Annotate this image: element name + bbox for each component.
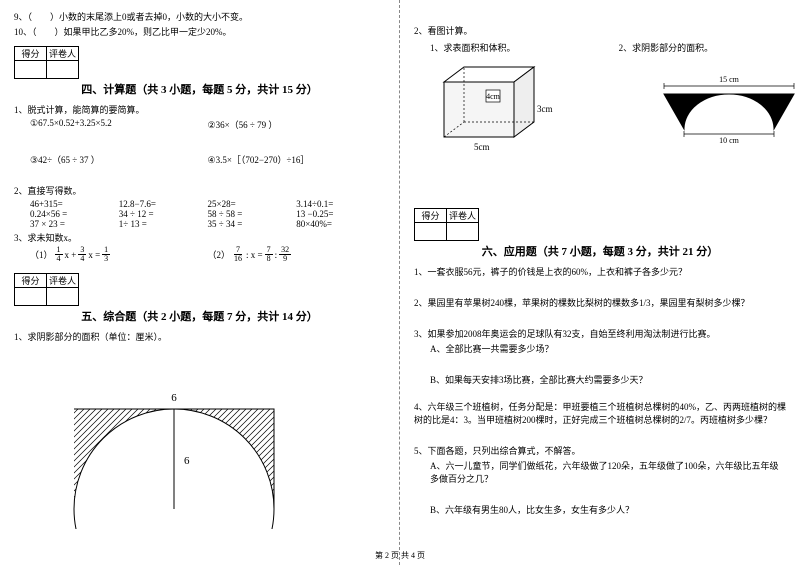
- score-hdr-2: 评卷人: [47, 274, 79, 288]
- grid-cell: 25×28=: [208, 199, 297, 209]
- q10: 10、（ ）如果甲比乙多20%，则乙比甲一定少20%。: [14, 25, 385, 38]
- s4-q1-c: ③42÷（65 ÷ 37 ）: [30, 153, 208, 166]
- fig-top-label: 6: [171, 392, 177, 404]
- figure-shaded: 6 6: [54, 349, 385, 529]
- r-q2: 2、看图计算。: [414, 24, 786, 37]
- right-column: 2、看图计算。 1、求表面积和体积。 4cm 5cm 3cm: [400, 0, 800, 565]
- r-q2b: 2、求阴影部分的面积。: [619, 41, 786, 54]
- q9: 9、（ ）小数的末尾添上0或者去掉0，小数的大小不变。: [14, 10, 385, 23]
- score-hdr-2: 评卷人: [447, 209, 479, 223]
- section-4-title: 四、计算题（共 3 小题，每题 5 分，共计 15 分）: [14, 81, 385, 97]
- section-5-title: 五、综合题（共 2 小题，每题 7 分，共计 14 分）: [14, 308, 385, 324]
- score-hdr-1: 得分: [15, 274, 47, 288]
- grid-cell: 80×40%=: [296, 219, 385, 229]
- arch-w: 15 cm: [719, 75, 740, 84]
- page-footer: 第 2 页 共 4 页: [0, 550, 800, 561]
- eq1-pre: （1）: [30, 248, 53, 261]
- s4-q1-b: ②36×（56 ÷ 79 ）: [208, 118, 386, 131]
- grid-cell: 58 ÷ 58 =: [208, 209, 297, 219]
- s6-q5b: B、六年级有男生80人，比女生多，女生有多少人？: [414, 503, 786, 516]
- s5-q1: 1、求阴影部分的面积（单位：厘米）。: [14, 330, 385, 343]
- r-q2a: 1、求表面积和体积。: [414, 41, 619, 54]
- s6-q3: 3、如果参加2008年奥运会的足球队有32支，自始至终利用淘汰制进行比赛。: [414, 327, 786, 340]
- calc-grid: 46+315=12.8−7.6=25×28=3.14÷0.1= 0.24×56 …: [14, 199, 385, 229]
- grid-cell: 0.24×56 =: [30, 209, 119, 219]
- grid-cell: 3.14÷0.1=: [296, 199, 385, 209]
- fig-right-label: 6: [184, 455, 190, 467]
- eq2: （2） 716 : x = 78 : 329: [208, 246, 386, 263]
- grid-cell: 34 ÷ 12 =: [119, 209, 208, 219]
- grid-cell: 1÷ 13 =: [119, 219, 208, 229]
- eq2-pre: （2）: [208, 248, 231, 261]
- arch-d: 10 cm: [719, 136, 740, 144]
- arch-figure: 15 cm 10 cm: [659, 74, 800, 144]
- score-hdr-1: 得分: [15, 47, 47, 61]
- score-hdr-2: 评卷人: [47, 47, 79, 61]
- score-box-4: 得分评卷人: [14, 46, 385, 79]
- s6-q3a: A、全部比赛一共需要多少场？: [414, 342, 786, 355]
- cuboid-h: 3cm: [537, 104, 553, 114]
- s6-q3b: B、如果每天安排3场比赛，全部比赛大约需要多少天？: [414, 373, 786, 386]
- s4-q2: 2、直接写得数。: [14, 184, 385, 197]
- grid-cell: 13 −0.25=: [296, 209, 385, 219]
- score-box-5: 得分评卷人: [14, 273, 385, 306]
- score-hdr-1: 得分: [415, 209, 447, 223]
- grid-cell: 12.8−7.6=: [119, 199, 208, 209]
- eq1: （1） 14 x + 34 x = 13: [30, 246, 208, 263]
- grid-cell: 37 × 23 =: [30, 219, 119, 229]
- s6-q5a: A、六一儿童节，同学们做纸花，六年级做了120朵，五年级做了100朵，六年级比五…: [414, 459, 786, 485]
- s4-q1-d: ④3.5×［（702−270）÷16］: [208, 153, 386, 166]
- s4-q3: 3、求未知数x。: [14, 231, 385, 244]
- grid-cell: 35 ÷ 34 =: [208, 219, 297, 229]
- score-box-6: 得分评卷人: [414, 208, 786, 241]
- s6-q2: 2、果园里有苹果树240棵，苹果树的棵数比梨树的棵数多1/3，果园里有梨树多少棵…: [414, 296, 786, 309]
- s4-q1: 1、脱式计算，能简算的要简算。: [14, 103, 385, 116]
- s6-q1: 1、一套衣服56元，裤子的价钱是上衣的60%，上衣和裤子各多少元？: [414, 265, 786, 278]
- s6-q4: 4、六年级三个班植树，任务分配是：甲班要植三个班植树总棵树的40%，乙、丙两班植…: [414, 400, 786, 426]
- cuboid-d: 4cm: [486, 92, 501, 101]
- cuboid-figure: 4cm 5cm 3cm: [434, 62, 574, 152]
- cuboid-w: 5cm: [474, 142, 490, 152]
- s6-q5: 5、下面各题，只列出综合算式，不解答。: [414, 444, 786, 457]
- grid-cell: 46+315=: [30, 199, 119, 209]
- left-column: 9、（ ）小数的末尾添上0或者去掉0，小数的大小不变。 10、（ ）如果甲比乙多…: [0, 0, 400, 565]
- section-6-title: 六、应用题（共 7 小题，每题 3 分，共计 21 分）: [414, 243, 786, 259]
- s4-q1-a: ①67.5×0.52+3.25×5.2: [30, 118, 208, 131]
